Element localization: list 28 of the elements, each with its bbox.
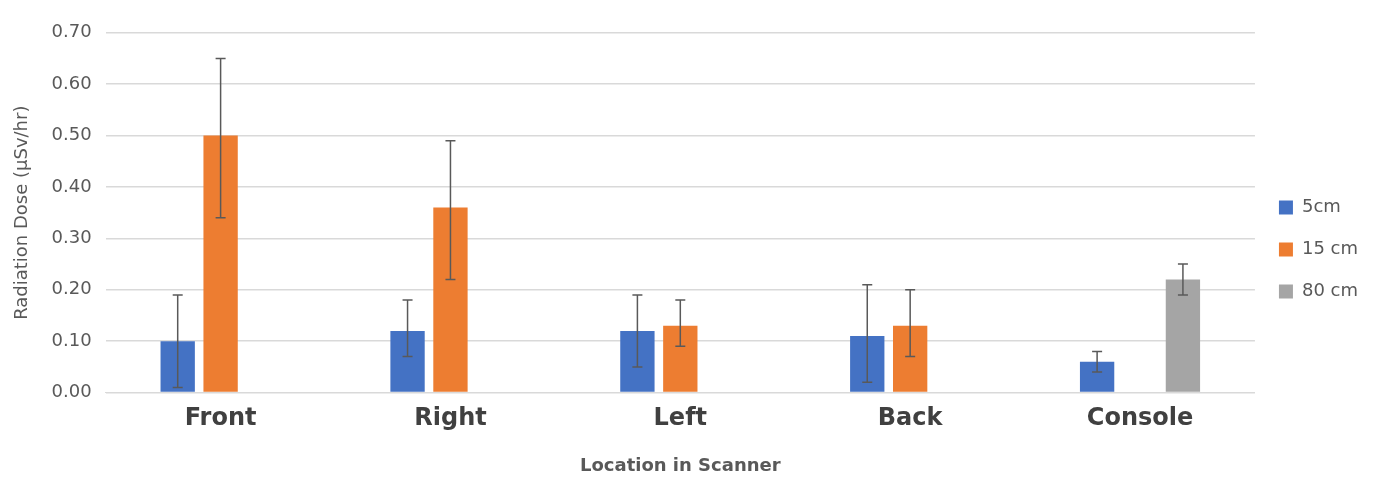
- y-tick-label: 0.70: [51, 20, 92, 42]
- y-tick-label: 0.30: [51, 226, 92, 248]
- x-axis-title: Location in Scanner: [580, 453, 781, 475]
- bar: [663, 325, 698, 392]
- legend-label: 80 cm: [1301, 279, 1359, 301]
- y-tick-label: 0.10: [51, 328, 92, 350]
- legend-label: 5cm: [1301, 195, 1341, 217]
- bar: [390, 330, 425, 392]
- bar: [433, 207, 468, 392]
- x-tick-label: Back: [877, 403, 944, 432]
- y-axis-title: Radiation Dose (µSv/hr): [10, 105, 32, 320]
- bar: [203, 135, 238, 392]
- x-tick-label: Front: [184, 403, 257, 432]
- y-tick-label: 0.00: [51, 380, 92, 402]
- bar: [1079, 361, 1115, 392]
- bar: [620, 330, 655, 392]
- y-tick-label: 0.50: [51, 123, 92, 145]
- bar: [893, 325, 928, 392]
- x-tick-label: Right: [414, 403, 487, 432]
- y-tick-label: 0.20: [51, 277, 92, 299]
- legend-label: 15 cm: [1301, 237, 1359, 259]
- bar: [160, 341, 195, 392]
- bar: [850, 336, 885, 392]
- bar: [1165, 279, 1201, 392]
- y-tick-label: 0.40: [51, 174, 92, 196]
- x-tick-label: Left: [653, 403, 708, 432]
- y-tick-label: 0.60: [51, 71, 92, 93]
- x-tick-label: Console: [1086, 403, 1194, 432]
